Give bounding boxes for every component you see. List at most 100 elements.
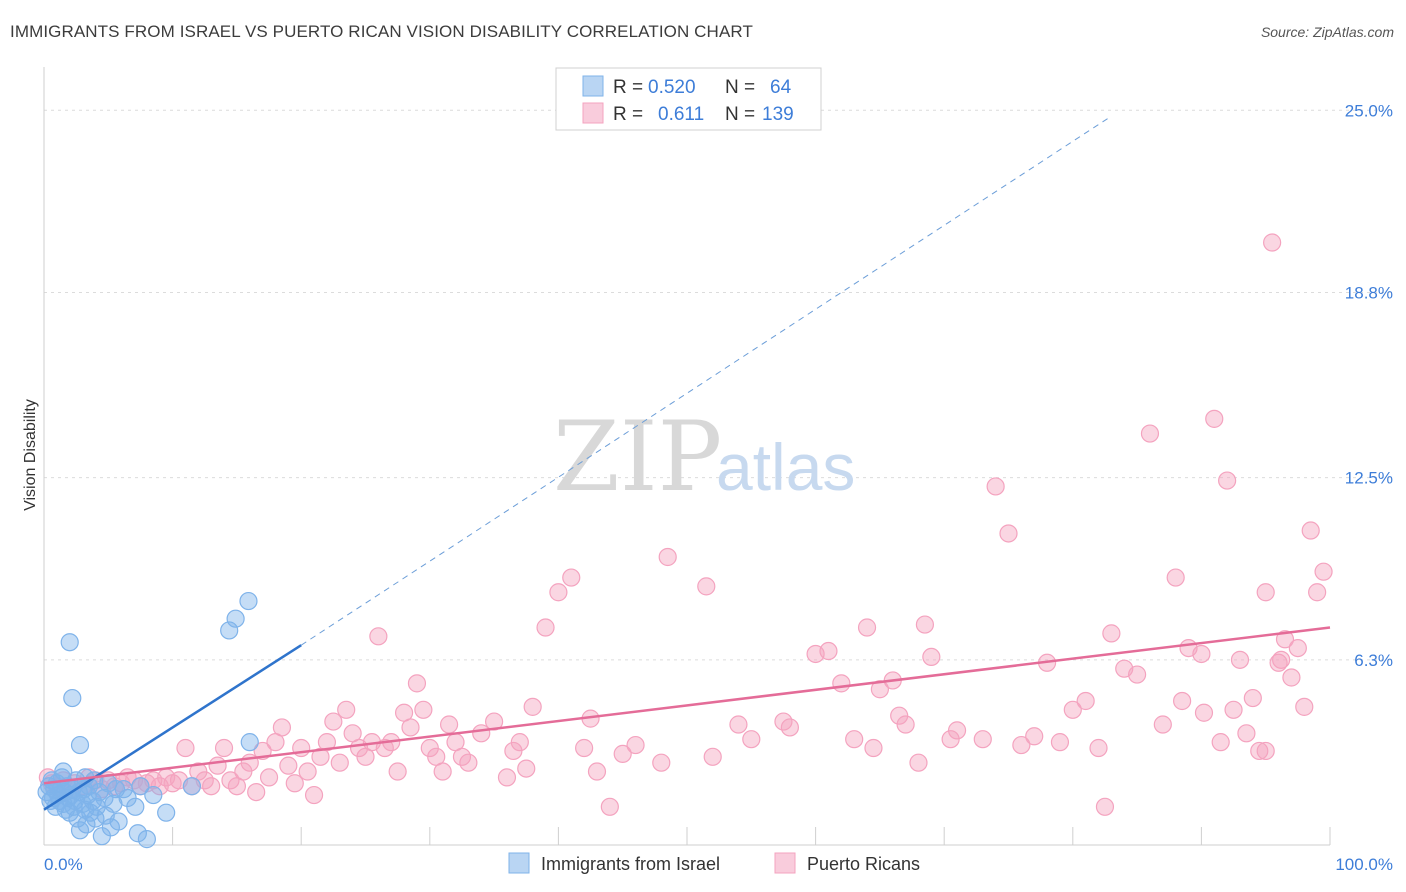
y-axis-label: Vision Disability: [22, 399, 39, 511]
point-israel: [220, 621, 239, 640]
point-israel: [182, 777, 201, 796]
point-puerto-rican: [1224, 700, 1243, 719]
point-puerto-rican: [870, 680, 890, 699]
watermark-zip: ZIP: [553, 401, 722, 513]
point-puerto-rican: [1050, 733, 1070, 752]
point-puerto-rican: [915, 615, 935, 634]
legend-bottom: Immigrants from Israel Puerto Ricans: [508, 852, 920, 874]
trend-israel: [43, 644, 302, 811]
point-puerto-rican: [1127, 665, 1147, 684]
point-puerto-rican: [369, 627, 388, 646]
point-puerto-rican: [999, 524, 1018, 543]
point-puerto-rican: [1237, 724, 1256, 743]
legend-swatch-puerto-rican: [582, 102, 604, 124]
point-puerto-rican: [1089, 738, 1108, 758]
point-puerto-rican: [1272, 650, 1291, 669]
scatter-points: [37, 233, 1333, 849]
point-israel: [239, 591, 258, 611]
point-puerto-rican: [1282, 668, 1301, 687]
point-puerto-rican: [1275, 630, 1295, 649]
point-puerto-rican: [1194, 703, 1214, 722]
point-puerto-rican: [1256, 583, 1275, 602]
point-israel: [131, 777, 150, 796]
legend-n-value-israel: 64: [770, 77, 792, 98]
point-puerto-rican: [1012, 735, 1031, 755]
point-puerto-rican: [1211, 733, 1230, 752]
point-puerto-rican: [1314, 562, 1333, 581]
x-tick-label: 0.0%: [44, 855, 83, 874]
point-puerto-rican: [600, 797, 619, 816]
point-puerto-rican: [176, 738, 195, 758]
point-israel: [63, 688, 82, 708]
legend-top: R = 0.520 N = 64 R = 0.611 N = 139: [555, 67, 822, 131]
point-puerto-rican: [1256, 741, 1275, 761]
point-puerto-rican: [1263, 233, 1282, 252]
point-puerto-rican: [922, 647, 941, 667]
point-puerto-rican: [414, 700, 433, 719]
point-puerto-rican: [1295, 697, 1314, 716]
point-puerto-rican: [613, 744, 632, 763]
point-puerto-rican: [1173, 691, 1192, 711]
point-puerto-rican: [729, 715, 748, 734]
point-puerto-rican: [517, 759, 536, 778]
point-puerto-rican: [279, 756, 298, 775]
grid-lines: [44, 109, 1393, 661]
point-puerto-rican: [703, 747, 722, 766]
y-tick-labels: 6.3% 12.5% 18.8% 25.0%: [1345, 101, 1393, 670]
point-israel: [77, 815, 96, 834]
point-puerto-rican: [549, 583, 568, 602]
point-puerto-rican: [1243, 688, 1262, 708]
point-puerto-rican: [485, 712, 504, 731]
point-puerto-rican: [1205, 409, 1224, 428]
point-puerto-rican: [973, 730, 992, 749]
point-puerto-rican: [864, 738, 883, 758]
point-puerto-rican: [941, 730, 960, 749]
point-israel: [60, 633, 79, 652]
point-israel: [137, 830, 156, 849]
point-puerto-rican: [285, 774, 304, 793]
point-israel: [70, 735, 90, 755]
point-israel: [54, 762, 73, 781]
point-israel: [144, 785, 163, 805]
legend-n-label-israel: N =: [725, 77, 755, 98]
legend-r-value-puerto-rican: 0.611: [658, 104, 704, 125]
point-israel: [126, 797, 145, 816]
point-puerto-rican: [1076, 691, 1095, 711]
point-puerto-rican: [388, 762, 407, 781]
point-puerto-rican: [208, 756, 227, 775]
point-puerto-rican: [1102, 624, 1121, 643]
point-puerto-rican: [1166, 568, 1185, 587]
point-puerto-rican: [304, 785, 324, 805]
point-puerto-rican: [433, 762, 452, 781]
x-tick-label: 100.0%: [1335, 855, 1393, 874]
bottom-legend-swatch-israel: [508, 852, 530, 874]
legend-swatch-israel: [582, 75, 604, 97]
point-puerto-rican: [1230, 650, 1250, 669]
point-puerto-rican: [317, 733, 337, 752]
point-puerto-rican: [1153, 715, 1172, 734]
point-puerto-rican: [1250, 741, 1269, 761]
trend-puerto-rican: [43, 626, 1331, 785]
point-puerto-rican: [575, 738, 594, 758]
point-puerto-rican: [214, 738, 234, 758]
point-puerto-rican: [497, 768, 517, 787]
point-puerto-rican: [909, 753, 928, 772]
point-puerto-rican: [1308, 583, 1327, 602]
legend-n-label-puerto-rican: N =: [725, 104, 755, 125]
point-puerto-rican: [742, 730, 761, 749]
point-puerto-rican: [298, 762, 317, 781]
point-puerto-rican: [337, 700, 356, 719]
point-puerto-rican: [330, 753, 349, 772]
point-puerto-rican: [819, 641, 838, 661]
point-israel: [157, 803, 176, 822]
point-israel: [128, 824, 147, 843]
point-puerto-rican: [1025, 727, 1044, 746]
point-puerto-rican: [536, 618, 555, 637]
point-puerto-rican: [1301, 521, 1320, 540]
axes: [43, 67, 1331, 846]
point-israel: [240, 733, 259, 752]
point-puerto-rican: [562, 568, 581, 587]
legend-n-value-puerto-rican: 139: [762, 104, 794, 125]
legend-r-label-puerto-rican: R =: [613, 104, 643, 125]
